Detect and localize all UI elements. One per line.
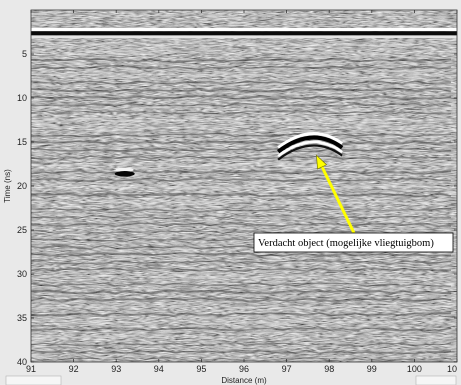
reflection-band [31,252,452,258]
reflection-band [31,42,452,48]
radargram-image [31,10,457,362]
annotation-box [253,232,454,253]
annotation-arrow [320,166,356,234]
annotation: Verdacht object (mogelijke vliegtuigbom) [253,154,454,253]
reflection-band [31,192,452,198]
reflection-band [31,282,452,287]
x-tick-label: 91 [26,364,36,374]
y-tick-label: 30 [17,269,27,279]
reflection-band [31,312,452,317]
reflection-band [31,117,452,123]
toolbar-stub-left [5,375,62,385]
hyperbola-band-0 [277,132,344,149]
reflection-band [31,132,452,138]
x-tick-label: 92 [69,364,79,374]
x-tick-label: 93 [111,364,121,374]
reflection-band [31,57,452,63]
reflection-band [31,289,452,295]
reflection-band [31,140,452,145]
reflection-band [31,215,452,220]
reflection-band [31,334,452,340]
y-tick-label: 35 [17,313,27,323]
surface-reflection-dark [31,31,457,36]
reflection-band [31,296,452,303]
x-tick-label: 95 [196,364,206,374]
reflection-band [31,319,452,325]
reflection-band [31,349,452,355]
y-axis: 5 10 15 20 25 30 35 40 [17,49,457,367]
reflection-band [31,274,452,280]
y-axis-label: Time (ns) [3,169,12,203]
reflection-band [31,94,452,101]
reflection-band [31,230,452,235]
x-tick-label: 94 [154,364,164,374]
annotation-arrow-head [316,154,328,170]
reflection-band [31,304,452,310]
surface-reflection-light-2 [31,35,457,38]
reflection-band [31,147,452,153]
x-axis: 91 92 93 94 95 96 97 98 99 100 10 [26,10,458,374]
annotation-text: Verdacht object (mogelijke vliegtuigbom) [258,238,434,249]
x-tick-label: 97 [282,364,292,374]
reflection-band [31,102,452,108]
toolbar-stub-right [415,375,457,385]
x-tick-label: 96 [239,364,249,374]
reflection-band [31,110,452,115]
surface-reflection-light [31,28,457,32]
radargram-texture [31,10,457,362]
reflection-band [31,208,451,212]
reflection-band [31,125,452,130]
y-tick-label: 40 [17,357,27,367]
y-tick-label: 20 [17,181,27,191]
hyperbola-band-2 [277,140,343,158]
hyperbola-band-3 [277,144,343,161]
x-axis-label: Distance (m) [221,376,267,385]
reflection-band [31,72,452,78]
reflection-band [31,184,452,190]
y-tick-label: 25 [17,225,27,235]
reflection-band [31,177,452,183]
x-tick-label: 100 [407,364,422,374]
reflection-band [31,342,452,347]
reflection-band [31,222,452,228]
reflection-band [31,326,452,332]
y-tick-label: 10 [17,93,27,103]
reflection-features [31,28,457,362]
reflection-band [31,80,452,85]
local-reflection-dark [114,171,135,177]
x-tick-label: 99 [367,364,377,374]
reflection-band [31,162,452,168]
reflection-band [31,65,452,71]
reflection-band [31,155,452,160]
reflection-band [31,169,452,175]
x-tick-label: 10 [447,364,457,374]
y-tick-label: 15 [17,137,27,147]
reflection-band [31,357,452,362]
reflection-band [31,267,452,272]
local-reflection-light [115,167,134,172]
reflection-band [31,50,451,55]
y-tick-label: 5 [22,49,27,59]
reflection-band [31,200,452,205]
x-tick-label: 98 [324,364,334,374]
reflection-band [31,260,452,265]
reflection-band [31,87,452,93]
hyperbola-band-1 [276,135,344,154]
